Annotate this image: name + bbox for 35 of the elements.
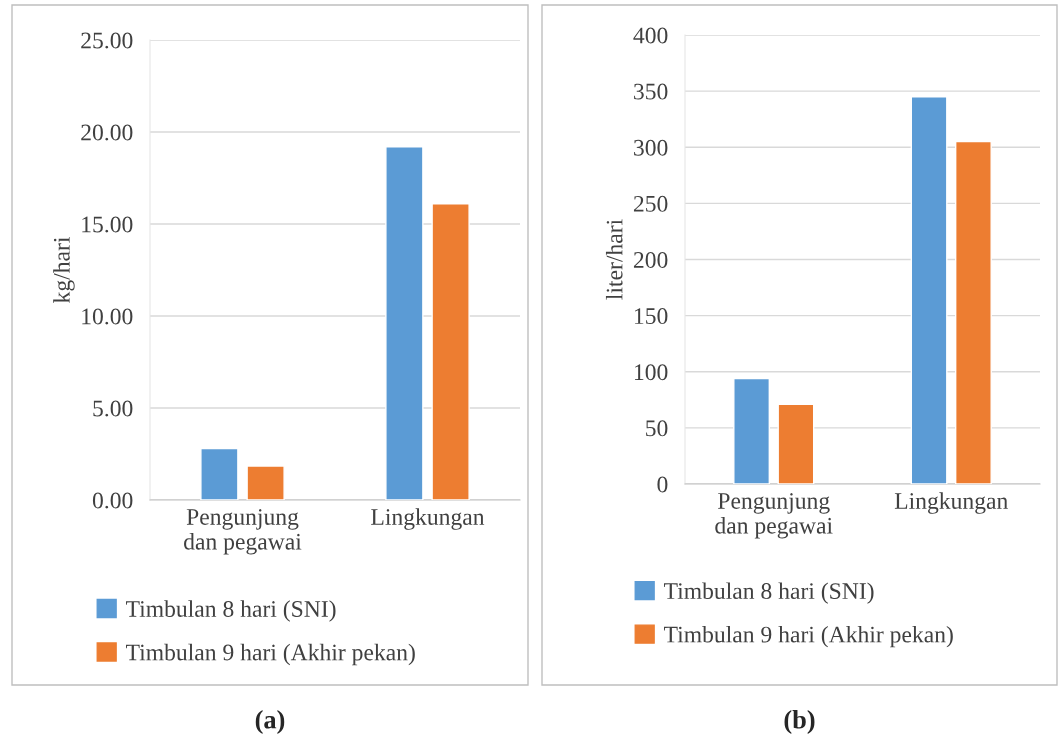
y-tick-label: 25.00 bbox=[81, 32, 133, 49]
y-tick-label: 200 bbox=[633, 251, 668, 268]
x-tick-label: Pengunjung dan pegawai bbox=[184, 509, 302, 555]
legend-label: Timbulan 9 hari (Akhir pekan) bbox=[664, 625, 953, 648]
y-tick-label: 0 bbox=[657, 476, 668, 493]
y-tick-label: 150 bbox=[634, 308, 668, 325]
y-tick-label: 10.00 bbox=[82, 308, 133, 325]
y-tick-label: 50 bbox=[646, 420, 668, 437]
y-axis-title: kg/hari bbox=[53, 237, 75, 303]
bar bbox=[733, 377, 771, 484]
x-tick-label: Lingkungan bbox=[894, 492, 1008, 514]
x-tick-label: Pengunjung dan pegawai bbox=[715, 493, 833, 539]
y-tick-label: 0.00 bbox=[92, 492, 133, 509]
y-tick-label: 20.00 bbox=[81, 124, 133, 141]
legend-label: Timbulan 8 hari (SNI) bbox=[664, 582, 874, 604]
y-axis-title: liter/hari bbox=[605, 219, 623, 300]
x-tick-label: Lingkungan bbox=[371, 508, 485, 530]
legend-label: Timbulan 9 hari (Akhir pekan) bbox=[126, 643, 415, 666]
y-tick-label: 100 bbox=[634, 364, 668, 381]
bar bbox=[431, 203, 470, 500]
bar bbox=[910, 96, 948, 484]
bar bbox=[954, 140, 992, 484]
y-tick-label: 250 bbox=[633, 195, 668, 212]
y-tick-label: 300 bbox=[634, 139, 668, 156]
legend-label: Timbulan 8 hari (SNI) bbox=[126, 600, 336, 622]
y-tick-label: 5.00 bbox=[93, 400, 133, 417]
bar bbox=[385, 146, 424, 500]
y-tick-label: 400 bbox=[633, 27, 668, 44]
bar bbox=[246, 465, 285, 500]
y-tick-label: 350 bbox=[634, 83, 668, 100]
bar bbox=[200, 447, 239, 500]
text: (a) bbox=[255, 710, 285, 734]
y-tick-label: 15.00 bbox=[82, 216, 133, 233]
text: (b) bbox=[784, 710, 815, 734]
bar bbox=[777, 403, 815, 484]
